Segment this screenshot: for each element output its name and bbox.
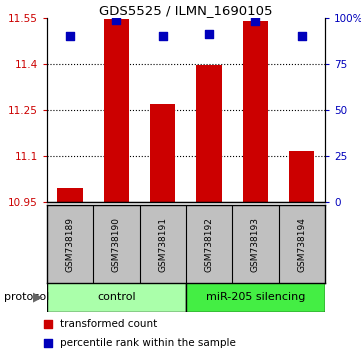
Text: GSM738191: GSM738191 <box>158 217 167 272</box>
Text: percentile rank within the sample: percentile rank within the sample <box>60 338 235 348</box>
Text: transformed count: transformed count <box>60 319 157 329</box>
Bar <box>243 21 268 202</box>
Bar <box>150 104 175 202</box>
Bar <box>47 283 186 312</box>
Point <box>67 33 73 39</box>
Text: GSM738189: GSM738189 <box>66 217 75 272</box>
Text: protocol: protocol <box>4 292 49 302</box>
Text: GSM738192: GSM738192 <box>205 217 214 272</box>
Text: GSM738190: GSM738190 <box>112 217 121 272</box>
Point <box>160 33 166 39</box>
Point <box>253 18 258 24</box>
Text: miR-205 silencing: miR-205 silencing <box>206 292 305 302</box>
Text: control: control <box>97 292 136 302</box>
Bar <box>57 188 83 202</box>
Point <box>299 33 305 39</box>
Bar <box>196 65 222 202</box>
Point <box>45 341 51 346</box>
Point <box>45 321 51 327</box>
Text: ▶: ▶ <box>32 291 42 304</box>
Bar <box>104 19 129 202</box>
Point <box>113 17 119 22</box>
Bar <box>186 283 325 312</box>
Title: GDS5525 / ILMN_1690105: GDS5525 / ILMN_1690105 <box>99 4 273 17</box>
Point <box>206 32 212 37</box>
Text: GSM738193: GSM738193 <box>251 217 260 272</box>
Bar <box>289 151 314 202</box>
Text: GSM738194: GSM738194 <box>297 217 306 272</box>
